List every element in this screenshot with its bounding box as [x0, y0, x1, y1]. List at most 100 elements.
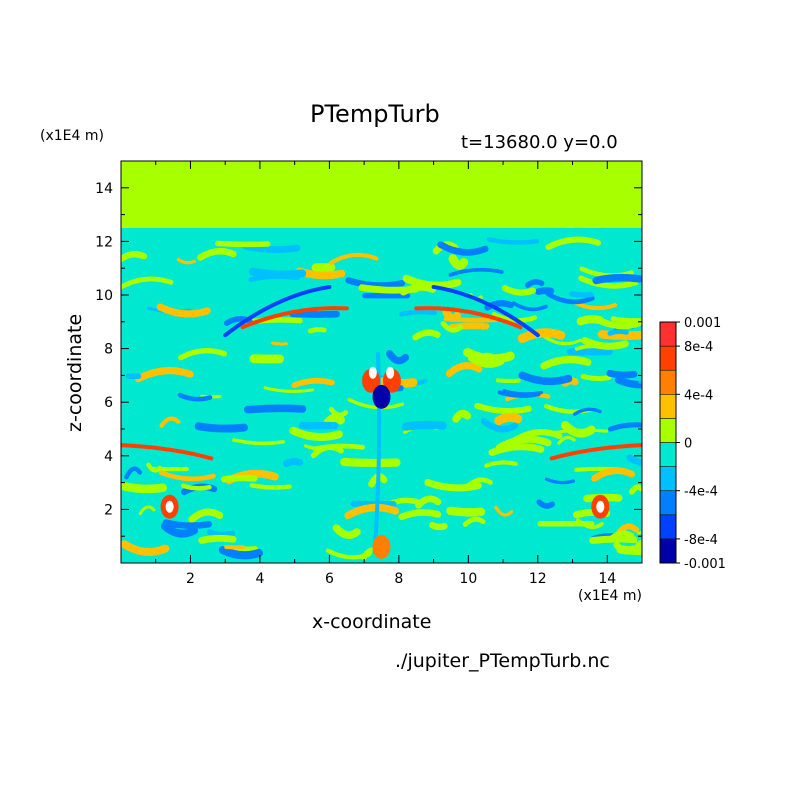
heatmap-patch — [402, 274, 462, 290]
heatmap-patch — [536, 499, 555, 509]
heatmap-patch — [188, 508, 224, 524]
heatmap-patch — [511, 301, 548, 312]
heatmap-patch — [344, 503, 400, 520]
x-tick-label: 10 — [459, 571, 477, 587]
heatmap-patch — [121, 482, 168, 494]
heatmap-patch — [525, 279, 545, 288]
heatmap-patch — [549, 443, 642, 461]
colorbar-swatch — [659, 418, 677, 443]
heatmap-patch — [399, 309, 437, 317]
heatmap-patch — [544, 477, 576, 485]
heatmap-patch — [232, 438, 285, 446]
y-tick-label: 2 — [104, 502, 113, 518]
heatmap-patch — [613, 541, 637, 555]
heatmap-patch — [347, 397, 405, 410]
colorbar-swatch — [659, 394, 677, 419]
heatmap-patch — [607, 329, 629, 336]
plot-frame — [120, 160, 643, 564]
y-tick-label: 10 — [95, 288, 113, 304]
heatmap-patch — [581, 337, 629, 350]
heatmap-patch — [452, 409, 472, 423]
heatmap-patch — [177, 348, 228, 361]
heatmap-patch — [386, 366, 395, 379]
x-tick-label: 2 — [186, 571, 195, 587]
colorbar-swatch — [659, 321, 677, 347]
heatmap-patch — [263, 386, 315, 393]
colorbar-swatch — [659, 466, 677, 491]
y-axis-unit: (x1E4 m) — [40, 128, 104, 144]
heatmap-patch — [591, 467, 635, 482]
heatmap-patch — [121, 443, 214, 461]
heatmap-patch — [596, 500, 605, 513]
heatmap-patch — [495, 378, 521, 383]
heatmap-patch — [535, 287, 555, 295]
heatmap-patch — [445, 362, 483, 378]
source-file-label: ./jupiter_PTempTurb.nc — [395, 650, 610, 672]
heatmap-patch — [345, 277, 406, 289]
colorbar-swatch — [659, 538, 677, 564]
heatmap-patch — [223, 284, 332, 338]
heatmap-patch — [415, 495, 442, 509]
heatmap-patch — [614, 376, 642, 389]
heatmap-patch — [576, 315, 605, 326]
heatmap-patch — [158, 470, 216, 482]
heatmap-patch — [289, 310, 340, 318]
heatmap-patch — [215, 240, 271, 248]
heatmap-field — [121, 161, 642, 563]
heatmap-patch — [462, 516, 486, 528]
heatmap-patch — [386, 350, 410, 365]
heatmap-patch — [121, 251, 148, 263]
heatmap-patch — [332, 524, 361, 539]
heatmap-patch — [249, 483, 292, 490]
colorbar-swatch — [659, 369, 677, 395]
heatmap-patch — [474, 402, 532, 415]
heatmap-patch — [494, 412, 523, 426]
heatmap-patch — [221, 474, 258, 483]
heatmap-patch — [243, 404, 307, 414]
heatmap-patch — [307, 327, 327, 334]
y-tick-label: 6 — [104, 395, 113, 411]
heatmap-patch — [635, 539, 642, 550]
colorbar-tick-label: 0 — [684, 437, 692, 452]
heatmap-patch — [448, 254, 469, 270]
heatmap-patch — [248, 267, 307, 279]
heatmap-patch — [429, 521, 448, 531]
colorbar-tick-label: 4e-4 — [684, 388, 713, 403]
heatmap-patch — [517, 328, 566, 344]
heatmap-patch — [488, 443, 545, 456]
x-tick-label: 14 — [598, 571, 616, 587]
heatmap-patch — [162, 519, 212, 529]
heatmap-patch — [328, 406, 349, 418]
heatmap-patch — [121, 276, 174, 290]
heatmap-patch — [467, 353, 505, 368]
colorbar-tick-label: 8e-4 — [684, 340, 713, 355]
heatmap-patch — [328, 252, 379, 266]
heatmap-patch — [206, 529, 236, 538]
y-tick-label: 4 — [104, 449, 113, 465]
heatmap-patch — [607, 422, 642, 432]
heatmap-patch — [159, 416, 181, 428]
heatmap-patch — [431, 284, 540, 338]
heatmap-patch — [323, 413, 345, 427]
colorbar-swatch — [659, 514, 677, 540]
heatmap-patch — [446, 506, 486, 517]
heatmap-patch — [440, 321, 463, 333]
y-tick-label: 12 — [95, 234, 113, 250]
heatmap-patch — [177, 392, 213, 402]
heatmap-patch — [135, 367, 194, 383]
heatmap-patch — [542, 334, 582, 346]
heatmap-patch — [486, 237, 540, 245]
heatmap-patch — [572, 407, 602, 416]
heatmap-patch — [197, 247, 237, 261]
heatmap-patch — [291, 377, 335, 389]
heatmap-patch — [176, 258, 196, 265]
colorbar-tick-label: -0.001 — [684, 557, 726, 572]
heatmap-patch — [289, 426, 343, 441]
heatmap-patch — [480, 417, 519, 433]
heatmap-patch — [138, 505, 156, 516]
heatmap-patch — [194, 422, 249, 433]
heatmap-patch — [401, 420, 447, 431]
heatmap-patch — [156, 303, 211, 318]
